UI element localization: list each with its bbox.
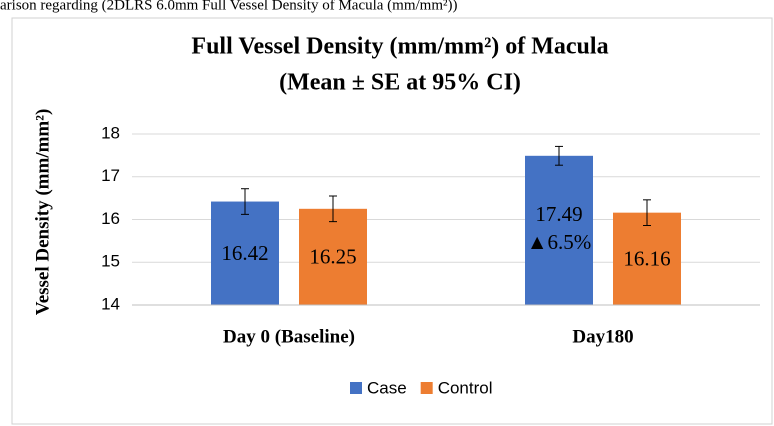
y-tick-label: 17 — [101, 166, 120, 185]
bar — [525, 155, 593, 305]
y-tick-label: 14 — [101, 294, 120, 313]
chart-title: (Mean ± SE at 95% CI) — [279, 70, 521, 96]
annotation: ▲6.5% — [527, 230, 592, 254]
legend-swatch — [420, 382, 433, 394]
chart-title: Full Vessel Density (mm/mm²) of Macula — [191, 34, 608, 60]
legend-swatch — [350, 382, 362, 394]
y-tick-label: 16 — [101, 209, 120, 228]
error-bar — [329, 195, 337, 223]
legend-label: Control — [438, 378, 493, 397]
data-label: 17.49 — [535, 202, 582, 226]
y-tick-label: 18 — [101, 123, 120, 142]
data-label: 16.25 — [309, 245, 356, 269]
data-label: 16.42 — [221, 241, 268, 265]
data-label: 16.16 — [623, 247, 670, 271]
legend-label: Case — [367, 378, 407, 397]
caption: arison regarding (2DLRS 6.0mm Full Vesse… — [0, 0, 458, 13]
error-bar — [241, 188, 249, 215]
error-bar — [643, 199, 651, 226]
bar — [613, 212, 681, 305]
bar — [299, 208, 367, 305]
y-axis-label: Vessel Density (mm/mm²) — [32, 109, 53, 316]
error-bar — [555, 145, 563, 166]
x-tick-label: Day 0 (Baseline) — [223, 326, 355, 347]
bar — [211, 201, 279, 305]
y-tick-label: 15 — [101, 252, 120, 271]
x-tick-label: Day180 — [572, 326, 633, 347]
